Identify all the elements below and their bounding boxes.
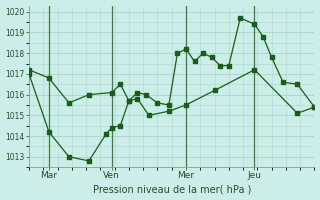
X-axis label: Pression niveau de la mer( hPa ): Pression niveau de la mer( hPa ) (92, 184, 251, 194)
